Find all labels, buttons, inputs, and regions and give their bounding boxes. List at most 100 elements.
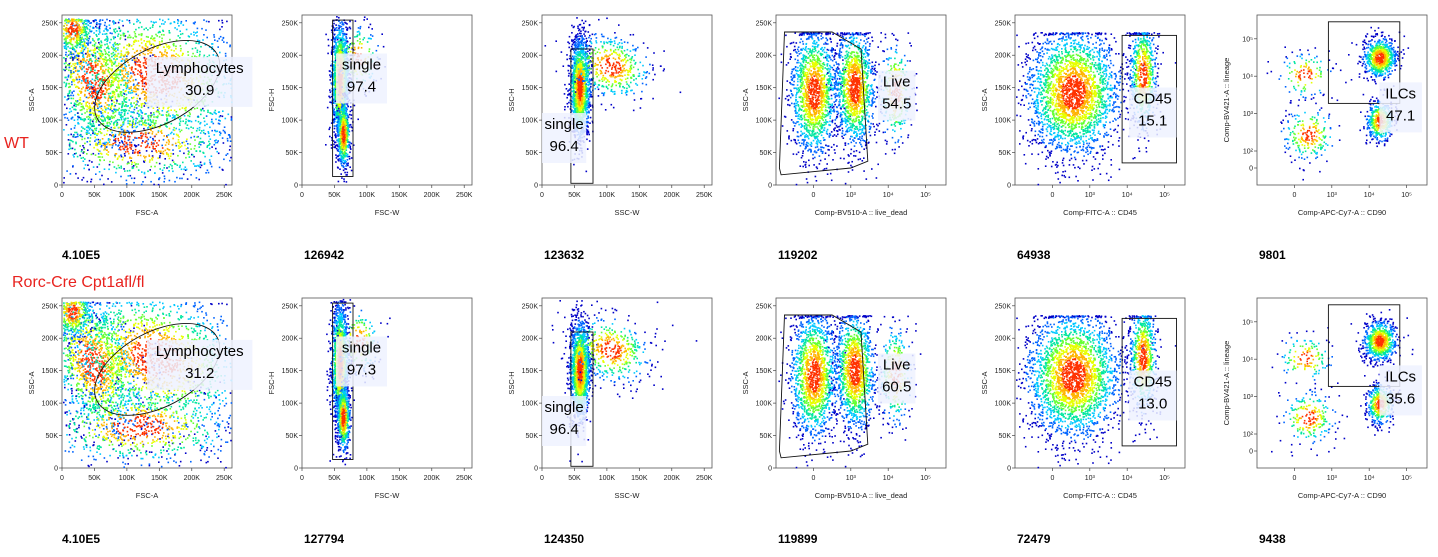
event-dot [104, 142, 106, 144]
event-dot [109, 141, 111, 143]
event-dot [139, 114, 141, 116]
event-dot [105, 57, 107, 59]
event-dot [199, 127, 201, 129]
event-dot [176, 53, 178, 55]
event-dot [145, 122, 147, 124]
event-dot [142, 103, 144, 105]
event-dot [168, 134, 170, 136]
event-dot [118, 63, 120, 65]
event-dot [127, 62, 129, 64]
event-dot [181, 178, 183, 180]
event-dot [103, 72, 105, 74]
event-dot [84, 71, 86, 73]
event-dot [205, 133, 207, 135]
event-dot [218, 20, 220, 22]
event-dot [143, 40, 145, 42]
event-dot [193, 156, 195, 158]
event-dot [176, 145, 178, 147]
event-dot [72, 44, 74, 46]
event-dot [175, 48, 177, 50]
event-dot [151, 142, 153, 144]
event-dot [108, 98, 110, 100]
event-dot [99, 156, 101, 158]
y-tick-label: 150K [42, 85, 59, 92]
event-dot [77, 64, 79, 66]
event-dot [85, 164, 87, 166]
event-dot [97, 51, 99, 53]
event-dot [106, 91, 108, 93]
event-dot [116, 102, 118, 104]
event-dot [113, 38, 115, 40]
event-dot [79, 135, 81, 137]
x-tick-label: 100K [119, 192, 136, 199]
event-dot [177, 23, 179, 25]
event-dot [195, 42, 197, 44]
event-dot [123, 144, 125, 146]
event-dot [139, 45, 141, 47]
event-dot [120, 91, 122, 93]
event-dot [162, 110, 164, 112]
event-dot [222, 22, 224, 24]
event-dot [123, 84, 125, 86]
event-dot [123, 168, 125, 170]
event-dot [176, 177, 178, 179]
event-dot [80, 44, 82, 46]
event-dot [92, 45, 94, 47]
event-dot [66, 35, 68, 37]
event-dot [159, 113, 161, 115]
event-dot [120, 154, 122, 156]
event-dot [340, 44, 342, 46]
event-dot [333, 140, 335, 142]
event-dot [113, 29, 115, 31]
event-dot [94, 44, 96, 46]
event-dot [108, 169, 110, 171]
event-dot [166, 44, 168, 46]
event-dot [166, 167, 168, 169]
event-dot [115, 32, 117, 34]
event-dot [163, 108, 165, 110]
event-dot [83, 61, 85, 63]
event-dot [65, 40, 67, 42]
event-dot [171, 123, 173, 125]
event-dot [115, 172, 117, 174]
event-dot [166, 52, 168, 54]
event-dot [134, 52, 136, 54]
event-dot [66, 56, 68, 58]
event-dot [84, 151, 86, 153]
event-dot [126, 72, 128, 74]
event-dot [169, 32, 171, 34]
event-dot [178, 147, 180, 149]
event-dot [147, 50, 149, 52]
event-dot [202, 141, 204, 143]
event-dot [152, 147, 154, 149]
event-dot [111, 100, 113, 102]
event-dot [338, 30, 340, 32]
event-dot [111, 33, 113, 35]
event-dot [99, 21, 101, 23]
event-dot [190, 126, 192, 128]
event-dot [69, 47, 71, 49]
event-dot [192, 154, 194, 156]
event-dot [138, 34, 140, 36]
event-dot [220, 115, 222, 117]
event-dot [336, 16, 338, 18]
event-dot [142, 79, 144, 81]
event-dot [147, 29, 149, 31]
event-dot [98, 58, 100, 60]
event-dot [105, 69, 107, 71]
event-dot [98, 38, 100, 40]
event-dot [178, 136, 180, 138]
event-dot [73, 156, 75, 158]
event-dot [135, 91, 137, 93]
event-dot [96, 145, 98, 147]
event-dot [85, 32, 87, 34]
event-dot [101, 63, 103, 65]
event-dot [72, 117, 74, 119]
event-dot [65, 52, 67, 54]
event-dot [71, 84, 73, 86]
event-dot [175, 143, 177, 145]
event-dot [342, 37, 344, 39]
event-dot [110, 107, 112, 109]
event-dot [179, 165, 181, 167]
event-dot [93, 20, 95, 22]
